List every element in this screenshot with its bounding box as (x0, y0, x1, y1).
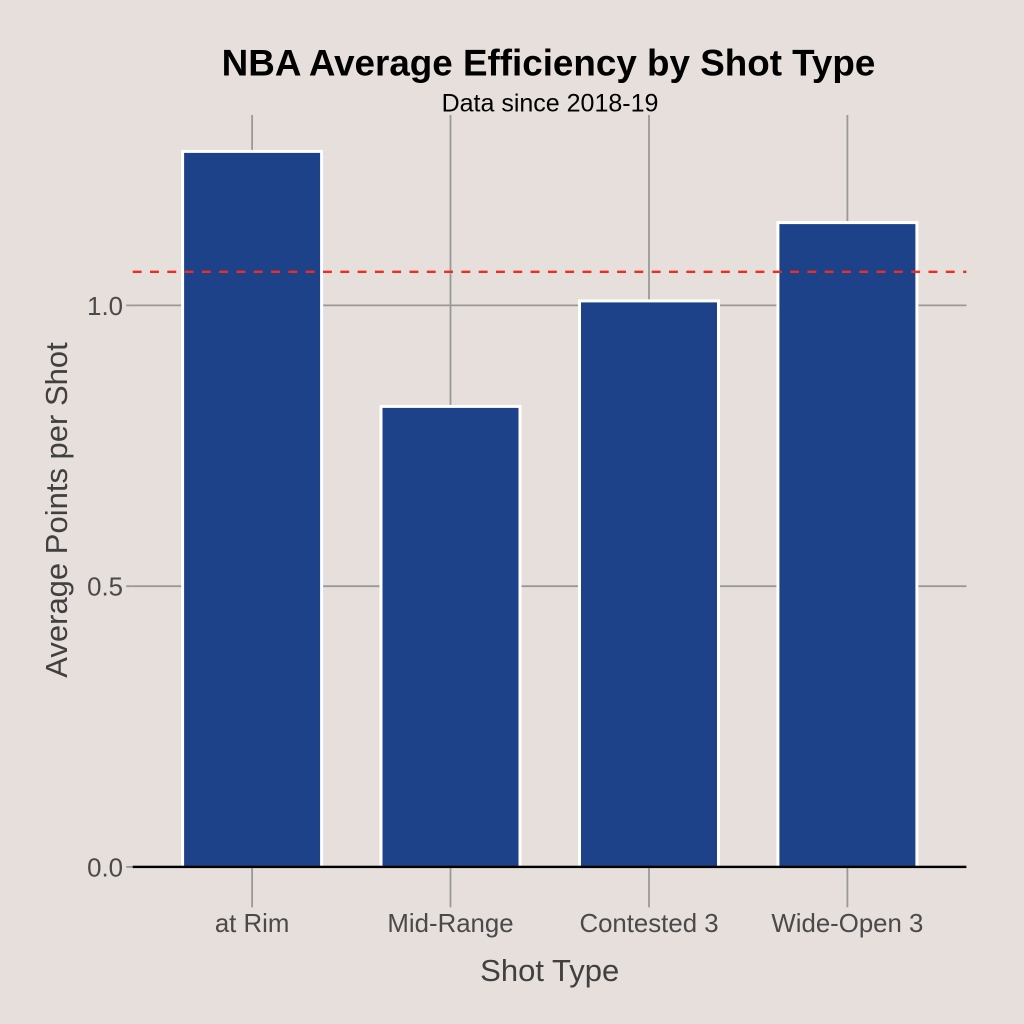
svg-text:Contested 3: Contested 3 (579, 910, 718, 938)
svg-text:Mid-Range: Mid-Range (387, 910, 513, 938)
svg-text:1.0: 1.0 (87, 293, 123, 321)
svg-text:Average Points per Shot: Average Points per Shot (39, 342, 74, 678)
svg-text:0.5: 0.5 (87, 574, 123, 602)
svg-text:Data since 2018-19: Data since 2018-19 (442, 89, 659, 117)
svg-text:NBA Average Efficiency by Shot: NBA Average Efficiency by Shot Type (222, 43, 876, 84)
svg-text:Wide-Open 3: Wide-Open 3 (771, 910, 923, 938)
svg-text:0.0: 0.0 (87, 854, 123, 882)
svg-text:at Rim: at Rim (215, 910, 290, 938)
svg-text:Shot Type: Shot Type (480, 953, 619, 988)
